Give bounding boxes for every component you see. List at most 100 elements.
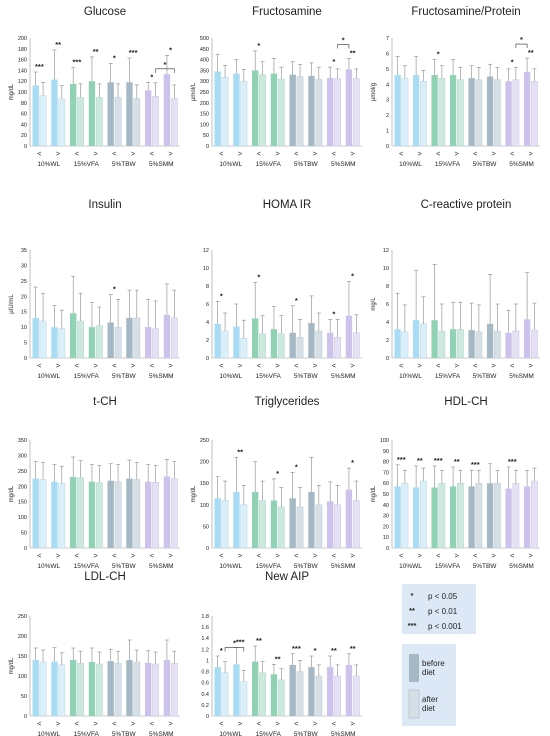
bar <box>315 330 323 359</box>
group-label: 5%SMM <box>509 373 534 380</box>
direction-label: > <box>131 361 136 370</box>
bar <box>401 77 409 147</box>
significance-marker: * <box>220 646 223 655</box>
bar <box>420 480 427 549</box>
panel-title: HDL-CH <box>444 396 487 408</box>
bar <box>277 506 285 549</box>
bar <box>512 330 520 359</box>
legend-after-label: diet <box>422 704 436 713</box>
bar <box>39 320 47 359</box>
legend-symbol: * <box>411 591 414 600</box>
bar <box>531 480 538 549</box>
bar <box>70 477 77 548</box>
significance-marker: ** <box>275 654 281 663</box>
direction-label: > <box>529 149 534 158</box>
group-label: 5%TBW <box>473 563 498 570</box>
direction-label: > <box>418 149 423 158</box>
y-tick-label: 120 <box>18 79 27 85</box>
bar <box>51 481 58 548</box>
bar <box>523 71 531 146</box>
bar <box>170 663 178 717</box>
group-label: 15%VFA <box>74 731 100 736</box>
direction-label: < <box>112 361 117 370</box>
y-tick-label: 0 <box>24 714 27 720</box>
bar <box>163 74 171 146</box>
panel-title: C-reactive protein <box>421 199 512 211</box>
bar <box>438 77 446 147</box>
significance-marker: ** <box>350 49 356 58</box>
comparison-bracket <box>224 647 245 652</box>
panel-title: Glucose <box>84 6 126 18</box>
significance-marker: * <box>314 646 317 655</box>
y-tick-label: 60 <box>21 112 27 118</box>
bar <box>214 498 221 548</box>
significance-marker: *** <box>434 456 443 465</box>
y-tick-label: 3 <box>386 98 389 104</box>
bar <box>240 681 248 717</box>
bar <box>438 330 446 359</box>
bar <box>152 663 159 717</box>
group-label: 5%SMM <box>331 731 356 736</box>
bar <box>58 483 66 549</box>
direction-label: > <box>56 551 61 560</box>
direction-label: < <box>112 551 117 560</box>
bar <box>289 74 296 146</box>
y-axis-label: mg/dL <box>9 83 15 100</box>
legend-symbol: *** <box>408 621 417 630</box>
significance-marker: ** <box>454 457 460 466</box>
direction-label: > <box>455 551 460 560</box>
bar <box>95 663 103 717</box>
bar <box>114 481 122 549</box>
bar <box>308 667 315 716</box>
direction-label: > <box>275 719 280 728</box>
y-tick-label: 5 <box>386 67 389 73</box>
bar <box>308 491 315 548</box>
bar <box>152 96 159 147</box>
bar <box>449 75 457 146</box>
bar <box>270 674 278 716</box>
group-label: 10%WL <box>219 373 242 380</box>
comparison-bracket <box>337 44 350 49</box>
y-tick-label: 4 <box>386 320 389 326</box>
comparison-bracket <box>155 68 175 73</box>
panel-title: Triglycerides <box>255 396 320 408</box>
bar <box>214 667 221 716</box>
direction-label: < <box>37 551 42 560</box>
y-tick-label: 250 <box>200 438 209 444</box>
y-tick-label: 2 <box>386 338 389 344</box>
y-tick-label: 12 <box>203 248 209 254</box>
significance-marker: ** <box>256 636 262 645</box>
direction-label: < <box>75 361 80 370</box>
bar <box>145 481 152 548</box>
group-label: 5%TBW <box>294 373 319 380</box>
bar <box>401 483 409 549</box>
y-tick-label: 10 <box>21 325 27 331</box>
y-tick-label: 0 <box>386 144 389 150</box>
significance-marker: *** <box>508 457 517 466</box>
direction-label: > <box>492 149 497 158</box>
group-label: 5%SMM <box>331 161 356 168</box>
bar <box>457 79 464 147</box>
bar <box>39 661 47 717</box>
direction-label: > <box>238 551 243 560</box>
direction-label: < <box>257 361 262 370</box>
direction-label: < <box>332 551 337 560</box>
bar <box>259 500 266 549</box>
bar <box>270 329 278 358</box>
chart-panel: HOMA IR 0 2 4 6 8 10 12 10%WL < >15%VFA < >5%TBW < >5%… <box>203 199 362 380</box>
direction-label: < <box>473 149 478 158</box>
y-tick-label: 100 <box>18 674 27 680</box>
bar <box>58 328 66 359</box>
bar <box>420 323 427 359</box>
y-tick-label: 1 <box>206 658 209 664</box>
y-tick-label: 50 <box>21 531 27 537</box>
y-axis-label: mg/dL <box>9 485 15 502</box>
y-tick-label: 150 <box>18 500 27 506</box>
significance-marker: * <box>276 469 279 478</box>
group-label: 5%SMM <box>331 373 356 380</box>
direction-label: < <box>75 551 80 560</box>
bar <box>170 478 178 549</box>
y-tick-label: 15 <box>21 310 27 316</box>
legend-after-label: after <box>422 695 438 704</box>
